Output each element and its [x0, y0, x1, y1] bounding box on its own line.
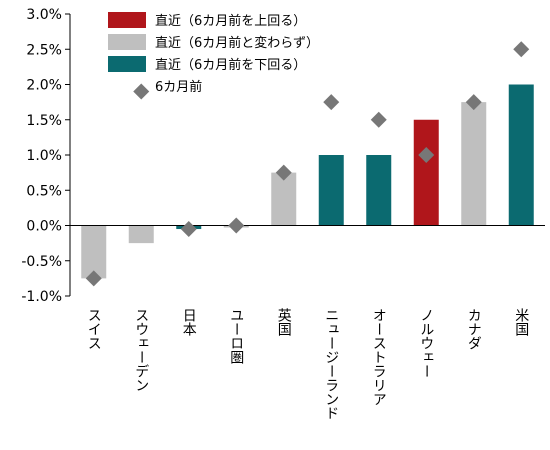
x-axis: スイス スウェーデン 日本 ユーロ圏 英国 ニュージーランド オーストラリア ノルウェー カナダ…: [86, 307, 530, 420]
y-tick-label: -1.0%: [21, 289, 62, 305]
bar: [461, 102, 487, 226]
bar: [413, 119, 439, 226]
prev-marker: [275, 164, 292, 181]
y-tick-label: 0.0%: [26, 219, 62, 235]
prev-marker: [513, 41, 530, 58]
prev-marker: [418, 147, 435, 163]
bar: [128, 225, 154, 244]
y-axis: 3.0% 2.5% 2.0% 1.5% 1.0% 0.5% 0.0% -0.5% -1.0%: [21, 7, 71, 305]
prev-marker: [180, 221, 197, 238]
category-label: スイス: [86, 308, 102, 350]
category-label: 英国: [276, 307, 292, 336]
category-label: ノルウェー: [418, 308, 434, 378]
category-label: 米国: [513, 308, 529, 336]
category-label: ニュージーランド: [323, 308, 339, 420]
category-label: オーストラリア: [371, 308, 387, 406]
bar: [366, 155, 392, 226]
bar: [508, 84, 534, 226]
prev-marker: [370, 111, 387, 128]
previous-markers: [85, 41, 530, 287]
y-tick-label: 0.5%: [26, 183, 62, 199]
legend-label-prev: 6カ月前: [155, 79, 202, 95]
legend-label-down: 直近（6カ月前を下回る）: [155, 57, 306, 73]
category-label: スウェーデン: [133, 308, 149, 392]
y-tick-label: 2.0%: [26, 78, 62, 94]
bars: [70, 84, 545, 279]
prev-marker: [85, 270, 102, 287]
legend-prev-swatch: [121, 79, 135, 93]
bar: [81, 225, 107, 279]
y-tick-label: -0.5%: [21, 254, 62, 270]
category-label: カナダ: [466, 308, 482, 350]
prev-marker: [133, 83, 150, 100]
y-tick-label: 1.0%: [26, 148, 62, 164]
prev-marker: [228, 217, 245, 234]
bar: [271, 172, 297, 226]
legend-label-up: 直近（6カ月前を上回る）: [155, 13, 306, 29]
legend-swatch-down: [108, 56, 146, 72]
y-tick-label: 2.5%: [26, 42, 62, 58]
legend-label-same: 直近（6カ月前と変わらず）: [155, 35, 319, 51]
legend-swatch-same: [108, 34, 146, 50]
legend-swatch-up: [108, 12, 146, 28]
category-label: ユーロ圏: [228, 308, 244, 365]
legend: 直近（6カ月前を上回る） 直近（6カ月前と変わらず） 直近（6カ月前を下回る） 6カ月…: [108, 12, 319, 95]
y-tick-label: 3.0%: [26, 7, 62, 23]
y-tick-label: 1.5%: [26, 113, 62, 129]
prev-marker: [465, 94, 482, 111]
prev-marker: [323, 94, 340, 111]
category-label: 日本: [181, 308, 197, 336]
bar: [318, 155, 344, 226]
